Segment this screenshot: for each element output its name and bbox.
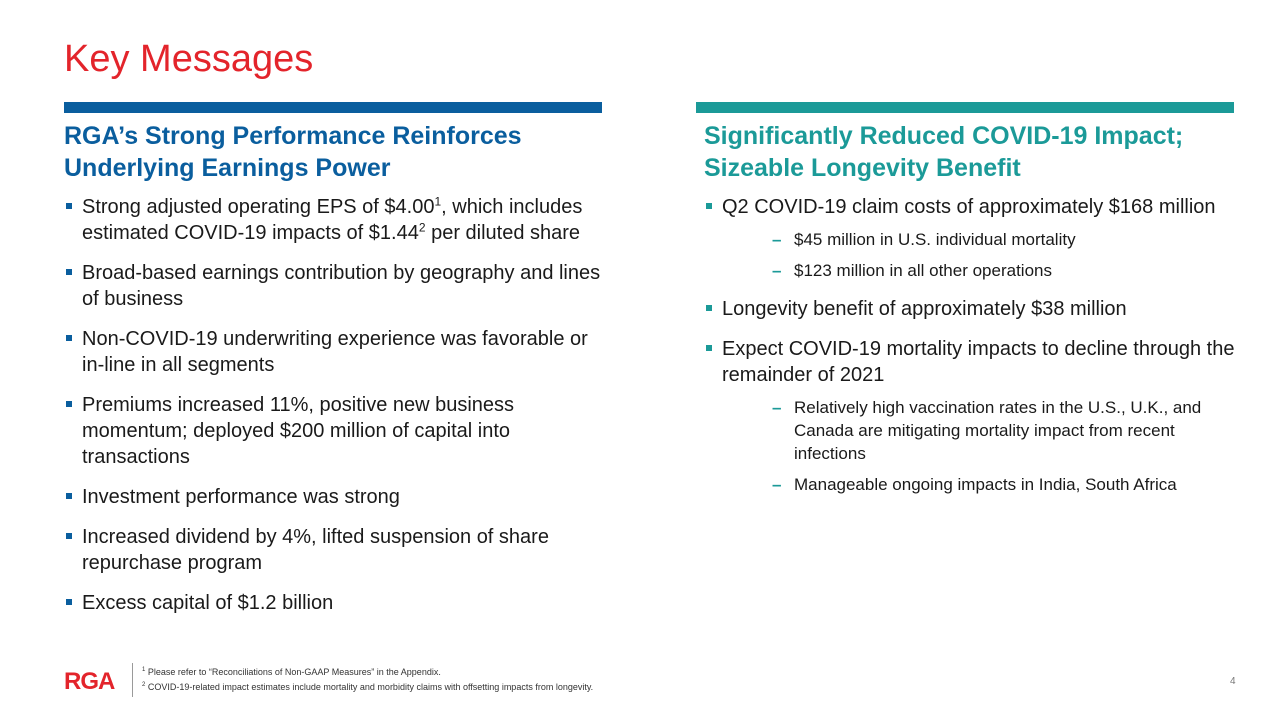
left-bullet-list: Strong adjusted operating EPS of $4.001,… (64, 194, 604, 616)
sub-bullet-item: Manageable ongoing impacts in India, Sou… (772, 473, 1244, 496)
right-heading-line2: Sizeable Longevity Benefit (704, 154, 1021, 182)
left-column: RGA’s Strong Performance Reinforces Unde… (64, 120, 604, 630)
bullet-item: Strong adjusted operating EPS of $4.001,… (64, 194, 604, 246)
left-heading-line1: RGA’s Strong Performance Reinforces (64, 122, 522, 150)
bullet-item: Investment performance was strong (64, 484, 604, 510)
footnote-ref: 1 (434, 194, 442, 209)
footnote-2: 2 COVID-19-related impact estimates incl… (142, 679, 593, 694)
bullet-text: Q2 COVID-19 claim costs of approximately… (722, 196, 1216, 218)
left-heading-line2: Underlying Earnings Power (64, 154, 391, 182)
bullet-text: Expect COVID-19 mortality impacts to dec… (722, 338, 1235, 386)
sub-bullet-item: Relatively high vaccination rates in the… (772, 396, 1244, 465)
right-heading-line1: Significantly Reduced COVID-19 Impact; (704, 122, 1184, 150)
footer-divider (132, 663, 133, 697)
page-number: 4 (1230, 676, 1236, 687)
footnote-mark: 2 (142, 682, 146, 688)
right-heading: Significantly Reduced COVID-19 Impact; S… (704, 120, 1244, 184)
bullet-item: Premiums increased 11%, positive new bus… (64, 392, 604, 470)
bullet-item: Expect COVID-19 mortality impacts to dec… (704, 336, 1244, 496)
bullet-item: Longevity benefit of approximately $38 m… (704, 296, 1244, 322)
bullet-item: Increased dividend by 4%, lifted suspens… (64, 524, 604, 576)
footnote-ref: 2 (418, 220, 426, 235)
left-accent-rule (64, 102, 602, 113)
footnote-mark: 1 (142, 667, 146, 673)
page-title: Key Messages (64, 38, 314, 80)
sub-bullet-item: $45 million in U.S. individual mortality (772, 228, 1244, 251)
left-heading: RGA’s Strong Performance Reinforces Unde… (64, 120, 604, 184)
footnote-text: Please refer to “Reconciliations of Non-… (145, 667, 441, 677)
footnotes: 1 Please refer to “Reconciliations of No… (142, 664, 593, 694)
bullet-item: Broad-based earnings contribution by geo… (64, 260, 604, 312)
rga-logo: RGA (64, 668, 115, 695)
sub-bullet-item: $123 million in all other operations (772, 259, 1244, 282)
bullet-text-part: , which includes estimated COVID-19 impa… (82, 196, 583, 244)
bullet-text-part: Strong adjusted operating EPS of $4.00 (82, 196, 435, 218)
bullet-text-part: per diluted share (425, 222, 581, 244)
right-bullet-list: Q2 COVID-19 claim costs of approximately… (704, 194, 1244, 496)
sub-bullet-list: $45 million in U.S. individual mortality… (722, 228, 1244, 282)
bullet-item: Excess capital of $1.2 billion (64, 590, 604, 616)
bullet-item: Q2 COVID-19 claim costs of approximately… (704, 194, 1244, 282)
sub-bullet-list: Relatively high vaccination rates in the… (722, 396, 1244, 496)
bullet-item: Non-COVID-19 underwriting experience was… (64, 326, 604, 378)
footnote-text: COVID-19-related impact estimates includ… (145, 682, 594, 692)
footnote-1: 1 Please refer to “Reconciliations of No… (142, 664, 593, 679)
right-column: Significantly Reduced COVID-19 Impact; S… (704, 120, 1244, 510)
right-accent-rule (696, 102, 1234, 113)
